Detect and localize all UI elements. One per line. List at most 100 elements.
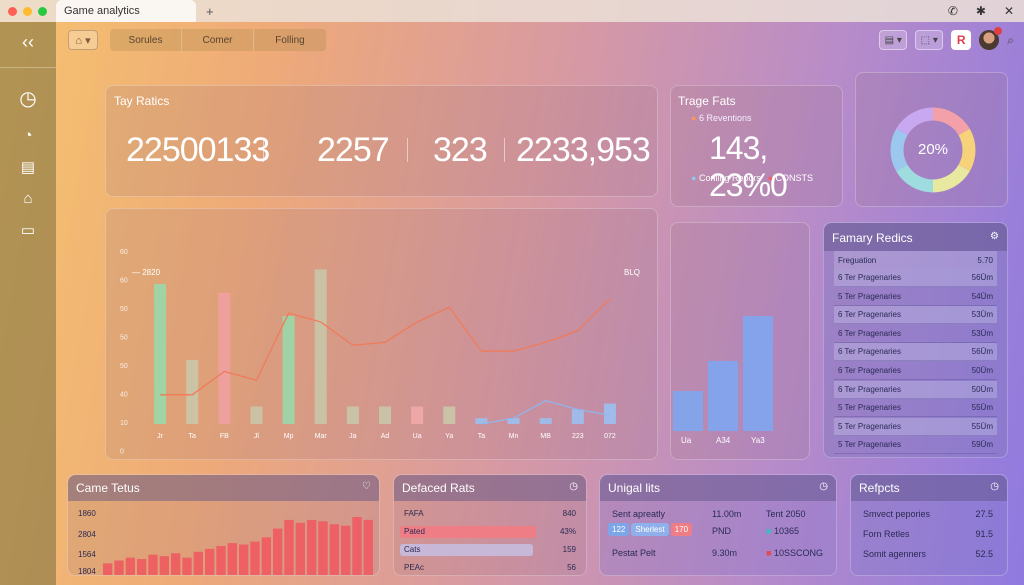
family-row[interactable]: 6 Ter Pragenaries 56Ūm xyxy=(834,343,997,362)
family-row-label: 6 Ter Pragenaries xyxy=(838,273,901,282)
family-row-label: 5 Ter Pragenaries xyxy=(838,403,901,413)
blue-dot-icon: ● xyxy=(691,173,697,183)
mini-bar-chart: Ua A34 Ya3 xyxy=(673,316,773,445)
heart-icon[interactable]: ♡ xyxy=(362,481,371,492)
teal-dot-icon: ■ xyxy=(766,526,772,536)
defaced-row[interactable]: Cats 159 xyxy=(400,543,578,557)
donut-segment xyxy=(896,164,934,193)
tetus-bar xyxy=(103,563,113,575)
clock-icon[interactable]: ◷ xyxy=(569,481,578,492)
x-tick-label: Ta xyxy=(478,433,486,440)
defaced-value: 56 xyxy=(567,563,576,572)
donut-segment xyxy=(958,128,976,172)
close-window-button[interactable] xyxy=(8,6,17,16)
main-chart-panel: 60 60 50 50 50 40 10 0 — 2820 BLQ Jr Ta FB Jl Mp Mar Ja A… xyxy=(105,208,658,460)
defaced-fill-bar xyxy=(400,544,534,556)
unigal-r3-b: 9.30m xyxy=(712,548,738,558)
minimize-window-button[interactable] xyxy=(23,6,32,16)
mini-bar xyxy=(743,316,773,431)
tetus-bar xyxy=(273,528,283,575)
y-tick-label: 10 xyxy=(120,420,128,427)
defaced-panel: Defaced Rats ◷ FAFA 840 Pated 43% Cats 159 PEA… xyxy=(393,474,587,576)
clock-icon[interactable]: ◷ xyxy=(19,88,37,110)
home-icon[interactable]: ⌂ xyxy=(23,190,33,207)
folder-icon[interactable]: ▭ xyxy=(20,222,36,239)
tag-chip[interactable]: 170 xyxy=(670,523,693,536)
family-row[interactable]: 6 Ter Pragenaries 50Ūm xyxy=(834,362,997,380)
defaced-row[interactable]: Pated 43% xyxy=(400,525,578,539)
red-dot-icon: ● xyxy=(767,173,773,183)
top-stats-title: Tay Ratics xyxy=(114,94,170,108)
defaced-value: 43% xyxy=(559,527,576,536)
tetus-bar xyxy=(239,544,249,575)
defaced-row[interactable]: FAFA 840 xyxy=(400,507,578,521)
family-row-value: 55Ūm xyxy=(971,421,993,431)
bar xyxy=(475,418,488,424)
clock-icon[interactable]: ◷ xyxy=(990,481,999,492)
family-row-label: 6 Ter Pragenaries xyxy=(838,328,901,338)
avatar[interactable] xyxy=(979,27,1003,50)
bar xyxy=(346,406,359,424)
share-dropdown-button[interactable]: ⬚ ▾ xyxy=(915,30,944,50)
tetus-bar xyxy=(261,537,271,575)
segment-comer[interactable]: Comer xyxy=(182,29,254,51)
tag-chip[interactable]: Sherlest xyxy=(631,523,669,536)
defaced-header: Defaced Rats ◷ xyxy=(394,475,586,501)
donut-segment xyxy=(896,107,934,136)
segment-folling[interactable]: Folling xyxy=(275,34,305,46)
search-icon[interactable]: ⌕ xyxy=(1007,32,1014,47)
settings-icon[interactable]: ✱ xyxy=(975,4,986,18)
family-row[interactable]: 5 Ter Pragenaries 59Ūm xyxy=(834,436,997,455)
x-tick-label: Ua xyxy=(413,433,422,440)
bar xyxy=(250,406,263,424)
chevron-left-icon[interactable]: ‹‹ xyxy=(22,32,34,52)
phone-icon[interactable]: ✆ xyxy=(947,4,958,18)
family-row-value: 54Ūm xyxy=(971,291,993,301)
browser-tab[interactable]: Game analytics xyxy=(56,0,196,22)
family-row[interactable]: 6 Ter Pragenaries 56Ūm xyxy=(834,269,997,287)
gear-icon[interactable]: ⚙ xyxy=(990,231,999,242)
x-tick-label: Mn xyxy=(509,433,519,440)
game-tetus-title: Came Tetus xyxy=(76,481,140,495)
family-row[interactable]: 5 Ter Pragenaries 54Ūm xyxy=(834,288,997,306)
segment-sorules[interactable]: Sorules xyxy=(110,29,182,51)
home-dropdown-button[interactable]: ⌂ ▾ xyxy=(68,30,98,50)
tag-chip[interactable]: 122 xyxy=(608,523,630,536)
stat-divider xyxy=(263,138,264,162)
unigal-r3-a: Pestat Pelt xyxy=(612,548,656,558)
new-tab-button[interactable]: + xyxy=(206,3,214,19)
family-row[interactable]: 6 Ter Pragenaries 53Ūm xyxy=(834,325,997,343)
tetus-bar xyxy=(329,524,339,575)
family-row[interactable]: 5 Ter Pragenaries 55Ūm xyxy=(834,417,997,436)
family-row[interactable]: 6 Ter Pragenaries 50Ūm xyxy=(834,380,997,399)
family-row[interactable]: 6 Ter Pragenaries 53Ūm xyxy=(834,306,997,325)
list-dropdown-button[interactable]: ▤ ▾ xyxy=(879,30,908,50)
maximize-window-button[interactable] xyxy=(38,6,47,16)
bar xyxy=(507,418,520,424)
family-row-value: 53Ūm xyxy=(971,310,993,320)
stat-divider xyxy=(407,138,408,162)
x-tick-label: 072 xyxy=(604,433,616,440)
app-logo-icon[interactable]: R xyxy=(951,30,972,50)
reports-title: Refpcts xyxy=(859,481,900,495)
tetus-bar xyxy=(114,560,124,575)
family-title: Famary Redics xyxy=(832,231,913,245)
stat-value-1: 22500133 xyxy=(126,131,270,169)
clipboard-icon[interactable]: ▤ xyxy=(20,159,36,176)
report-label: Somit agenners xyxy=(863,549,927,559)
tetus-bar xyxy=(216,546,226,575)
clock-icon[interactable]: ◷ xyxy=(819,481,828,492)
mini-x-label: Ua xyxy=(681,436,692,445)
report-value: 91.5 xyxy=(975,529,993,539)
stat-value-3: 323 xyxy=(433,131,488,169)
close-icon[interactable]: ✕ xyxy=(1003,4,1014,18)
family-panel: Famary Redics ⚙ Freguation 5.70 6 Ter Pr… xyxy=(823,222,1008,458)
trage-legend-bottom: ● Conling Repors ● CONSTS xyxy=(691,173,813,183)
x-tick-label: 223 xyxy=(572,433,584,440)
family-row[interactable]: 5 Ter Pragenaries 55Ūm xyxy=(834,399,997,418)
unigal-title: Unigal lits xyxy=(608,481,661,495)
unigal-r1-b: 11.00m xyxy=(712,509,742,519)
tetus-bar xyxy=(137,559,147,575)
gauge-icon[interactable]: ◔ xyxy=(23,127,33,144)
defaced-row[interactable]: PEAc 56 xyxy=(400,561,578,575)
